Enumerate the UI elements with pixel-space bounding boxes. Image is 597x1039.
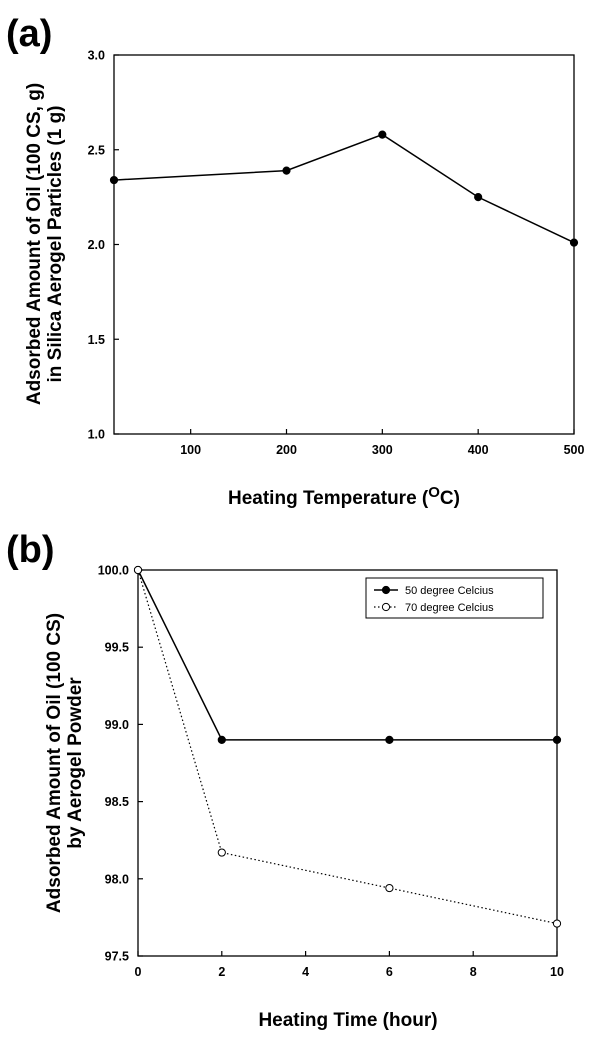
data-point (569, 238, 579, 247)
series-line-1 (137, 569, 558, 925)
panel-b-y-axis: 97.5 98.0 98.5 99.0 99.5 100.0 (98, 564, 143, 964)
panel-b-y-axis-title: Adsorbed Amount of Oil (100 CS) by Aerog… (44, 613, 86, 913)
panel-a-x-axis: 100 200 300 400 500 (180, 429, 584, 457)
panel-b-x-axis: 0 2 4 6 8 10 (135, 951, 564, 979)
panel-b-y-axis-title-line-2: by Aerogel Powder (65, 677, 86, 849)
x-tick-label: 200 (276, 443, 297, 457)
data-point (385, 883, 394, 893)
panel-a-y-axis-title: Adsorbed Amount of Oil (100 CS, g) in Si… (24, 83, 66, 405)
data-point (133, 565, 143, 575)
panel-b-label: (b) (6, 529, 55, 571)
y-tick-label: 99.5 (105, 641, 129, 655)
x-tick-label: 500 (564, 443, 585, 457)
panel-a-y-axis: 1.0 1.5 2.0 2.5 3.0 (88, 49, 119, 442)
x-tick-label: 2 (218, 965, 225, 979)
data-point (378, 130, 387, 139)
data-point (552, 919, 562, 928)
series-line-0 (137, 569, 557, 741)
legend-marker-70c (381, 602, 391, 612)
data-point (217, 735, 226, 744)
panel-a-y-axis-title-line-1: Adsorbed Amount of Oil (100 CS, g) (24, 83, 45, 405)
y-tick-label: 98.5 (105, 795, 129, 809)
panel-a-temperature-chart: (a) 1.0 1.5 2.0 2.5 3.0 100 200 300 400 500 Heat… (6, 13, 584, 509)
data-point (474, 193, 483, 202)
legend-label-70c: 70 degree Celcius (405, 602, 494, 614)
data-point (282, 166, 291, 175)
panel-a-label: (a) (6, 13, 52, 55)
x-tick-label: 6 (386, 965, 393, 979)
legend-box (365, 577, 544, 619)
panel-a-y-axis-title-line-2: in Silica Aerogel Particles (1 g) (45, 105, 66, 382)
y-tick-label: 99.0 (105, 718, 129, 732)
x-tick-label: 100 (180, 443, 201, 457)
legend-label-50c: 50 degree Celcius (405, 585, 494, 597)
panel-b-y-axis-title-line-1: Adsorbed Amount of Oil (100 CS) (44, 613, 65, 913)
panel-a-series-layer (109, 130, 579, 247)
panel-b-time-chart: (b) 97.5 98.0 98.5 99.0 99.5 100.0 0 2 4 6 8 10 He… (6, 529, 564, 1031)
y-tick-label: 97.5 (105, 950, 129, 964)
data-point (385, 735, 394, 744)
series-line-0 (113, 133, 575, 244)
x-tick-label: 4 (302, 965, 309, 979)
y-tick-label: 3.0 (88, 49, 105, 63)
legend-marker-50c (381, 585, 391, 595)
panel-b-legend: 50 degree Celcius 70 degree Celcius (365, 577, 544, 619)
x-tick-label: 10 (550, 965, 564, 979)
x-tick-label: 300 (372, 443, 393, 457)
panel-b-x-axis-title: Heating Time (hour) (258, 1010, 437, 1031)
panel-b-plot-frame (137, 569, 558, 957)
x-tick-label: 8 (470, 965, 477, 979)
panel-a-plot-frame (113, 54, 575, 435)
y-tick-label: 2.0 (88, 238, 105, 252)
x-tick-label: 0 (135, 965, 142, 979)
panel-a-x-axis-title: Heating Temperature (OC) (228, 484, 460, 509)
y-tick-label: 100.0 (98, 564, 129, 578)
y-tick-label: 1.5 (88, 333, 105, 347)
data-point (552, 735, 562, 744)
y-tick-label: 98.0 (105, 872, 129, 886)
x-tick-label: 400 (468, 443, 489, 457)
y-tick-label: 1.0 (88, 428, 105, 442)
data-point (217, 848, 226, 857)
panel-b-series-layer (133, 565, 562, 928)
y-tick-label: 2.5 (88, 143, 105, 157)
data-point (109, 175, 119, 185)
